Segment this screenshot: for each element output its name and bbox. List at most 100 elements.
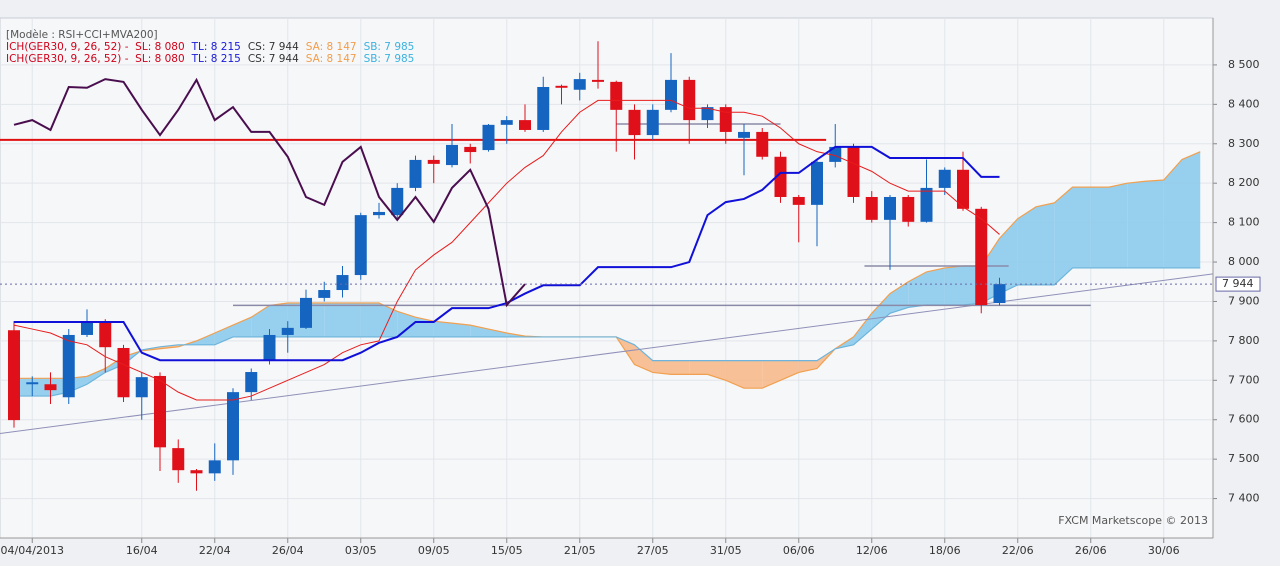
candle-body [884, 196, 896, 220]
cloud-segment [944, 265, 963, 306]
y-tick-label: 8 200 [1228, 176, 1260, 189]
candle-body [683, 79, 696, 121]
candle-body [172, 448, 185, 471]
x-tick-label: 22/06 [1002, 544, 1034, 557]
y-tick-label: 8 300 [1228, 137, 1260, 150]
cloud-segment [1109, 183, 1128, 268]
candle-body [482, 124, 495, 151]
y-tick-label: 7 400 [1228, 492, 1260, 505]
candle-body [573, 79, 586, 90]
chart-header: [Modèle : RSI+CCI+MVA200] ICH(GER30, 9, … [6, 29, 421, 65]
indicator-value: SA: 8 147 [305, 41, 357, 53]
candle-body [975, 208, 988, 306]
trendline [0, 273, 1214, 435]
cloud-segment [360, 303, 379, 337]
last-price-label: 7 944 [1222, 277, 1254, 290]
candle-body [920, 187, 933, 222]
cloud-segment [762, 360, 781, 389]
candle-body [829, 146, 842, 162]
watermark: FXCM Marketscope © 2013 [1058, 514, 1208, 527]
cloud-segment [1036, 202, 1055, 285]
candle-body [646, 109, 659, 136]
candle-body [427, 159, 440, 164]
cloud-segment [452, 323, 471, 337]
x-tick-label: 26/04 [272, 544, 304, 557]
candle-body [245, 372, 258, 393]
model-title: [Modèle : RSI+CCI+MVA200] [6, 29, 158, 41]
cloud-segment [1017, 206, 1036, 285]
x-tick-label: 15/05 [491, 544, 523, 557]
x-tick-label: 22/04 [199, 544, 231, 557]
indicator-value: TL: 8 215 [191, 41, 241, 53]
indicator-value: ICH(GER30, 9, 26, 52) - SL: 8 080 [6, 53, 185, 65]
indicator-value: CS: 7 944 [247, 41, 299, 53]
candle-body [610, 81, 623, 110]
candle-body [263, 334, 276, 361]
candle-body [62, 334, 75, 398]
y-tick-label: 8 400 [1228, 97, 1260, 110]
candle-body [227, 392, 239, 461]
indicator-value: CS: 7 944 [247, 53, 299, 65]
candle-body [774, 156, 787, 197]
cloud-segment [1182, 151, 1201, 268]
cloud-segment [233, 317, 252, 337]
candle-body [519, 120, 531, 130]
candle-body [135, 377, 148, 398]
candle-body [26, 382, 39, 385]
cloud-segment [1127, 181, 1146, 268]
x-tick-label: 09/05 [418, 544, 450, 557]
cloud-segment [999, 218, 1018, 294]
candle-body [464, 146, 477, 153]
cloud-segment [324, 303, 343, 337]
candle-body [938, 169, 951, 188]
cloud-segment [488, 329, 507, 337]
cloud-segment [433, 321, 452, 337]
candle-body [719, 107, 732, 132]
candle-body [391, 187, 404, 216]
candle-body [208, 460, 221, 474]
y-tick-label: 8 100 [1228, 216, 1260, 229]
indicator-value: SB: 7 985 [363, 41, 415, 53]
indicator-line [13, 77, 526, 308]
last-price-box [1215, 276, 1261, 292]
cloud-segment [251, 305, 270, 337]
candle-body [446, 144, 458, 166]
indicator-line [13, 99, 1000, 401]
cloud-segment [780, 360, 799, 381]
indicator-value: TL: 8 215 [191, 53, 241, 65]
indicator-row: ICH(GER30, 9, 26, 52) - SL: 8 080 TL: 8 2… [6, 53, 421, 65]
cloud-segment [671, 360, 690, 375]
candle-body [537, 86, 550, 130]
candle-body [281, 327, 294, 335]
candle-body [409, 159, 422, 188]
cloud-segment [652, 360, 671, 375]
cloud-segment [908, 271, 927, 308]
x-tick-label: 12/06 [856, 544, 888, 557]
candle-body [847, 146, 860, 197]
cloud-segment [871, 293, 890, 330]
candle-body [628, 109, 641, 136]
cloud-segment [1145, 180, 1164, 268]
y-tick-label: 7 500 [1228, 452, 1260, 465]
candle-body [373, 211, 385, 216]
candle-body [993, 284, 1006, 304]
candle-body [318, 290, 331, 298]
x-tick-label: 31/05 [710, 544, 742, 557]
cloud-segment [1054, 187, 1073, 285]
x-tick-label: 21/05 [564, 544, 596, 557]
indicator-value: SA: 8 147 [305, 53, 357, 65]
candle-body [902, 196, 915, 222]
cloud-segment [214, 325, 233, 345]
x-tick-label: 26/06 [1075, 544, 1107, 557]
candle-body [792, 196, 805, 205]
candle-body [701, 107, 714, 121]
indicator-row: ICH(GER30, 9, 26, 52) - SL: 8 080 TL: 8 2… [6, 41, 421, 53]
candle-body [8, 330, 20, 421]
indicator-value: SB: 7 985 [363, 53, 415, 65]
candle-body [190, 470, 203, 474]
x-tick-label: 30/06 [1148, 544, 1180, 557]
y-tick-label: 7 600 [1228, 413, 1260, 426]
candle-body [336, 275, 349, 291]
cloud-segment [634, 344, 653, 373]
